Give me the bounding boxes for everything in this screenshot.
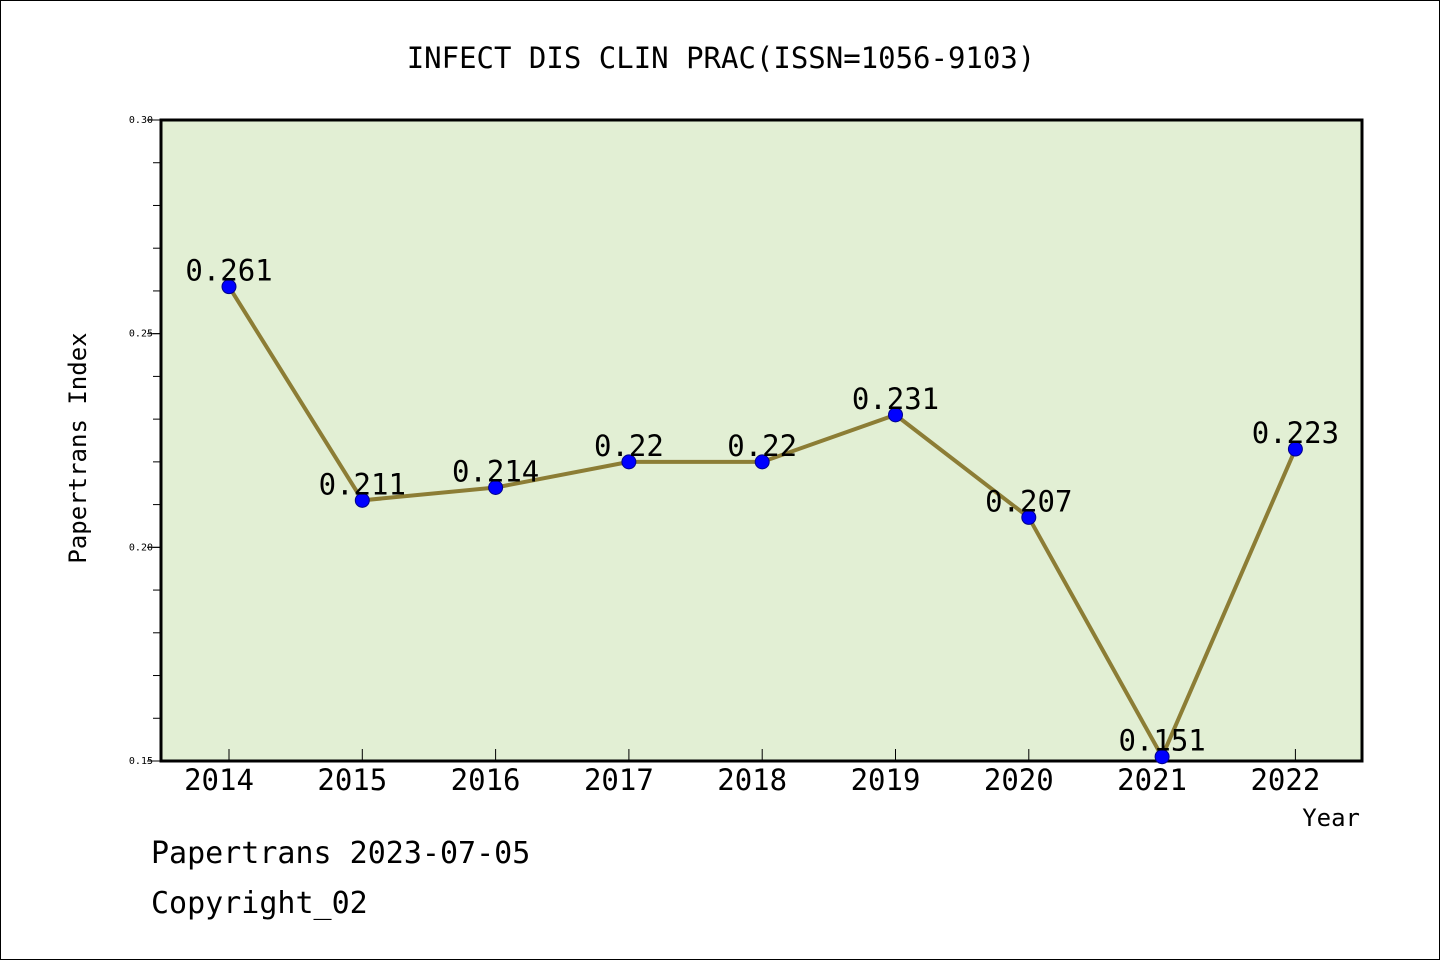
x-tick-label: 2016 [451, 763, 521, 797]
data-label: 0.214 [452, 455, 539, 489]
data-label: 0.231 [852, 382, 939, 416]
x-tick-label: 2017 [584, 763, 654, 797]
y-tick-label: 0.20 [129, 542, 153, 553]
data-label: 0.261 [185, 254, 272, 288]
x-tick-label: 2022 [1250, 763, 1320, 797]
footer-date: Papertrans 2023-07-05 [151, 836, 531, 871]
data-label: 0.151 [1118, 724, 1205, 758]
data-label: 0.207 [985, 484, 1072, 518]
data-point [754, 454, 770, 470]
x-tick-label: 2021 [1117, 763, 1187, 797]
y-tick-label: 0.30 [129, 115, 153, 126]
data-point [488, 480, 504, 496]
data-point [221, 279, 237, 295]
data-point [1287, 441, 1303, 457]
y-tick-label: 0.25 [129, 329, 153, 340]
data-point [1154, 749, 1170, 765]
footer-copyright: Copyright_02 [151, 886, 368, 921]
x-axis-label: Year [1302, 804, 1360, 832]
x-tick-label: 2018 [717, 763, 787, 797]
x-tick-label: 2019 [851, 763, 921, 797]
data-label: 0.22 [594, 429, 664, 463]
data-point [621, 454, 637, 470]
chart-title: INFECT DIS CLIN PRAC(ISSN=1056-9103) [407, 41, 1036, 75]
x-axis: 2014 2015 2016 2017 2018 2019 2020 2021 2022 [184, 749, 1320, 797]
x-tick-label: 2015 [317, 763, 387, 797]
data-points [221, 279, 1303, 765]
data-label: 0.22 [727, 429, 797, 463]
x-tick-label: 2020 [984, 763, 1054, 797]
y-axis-label: Papertrans Index [64, 332, 92, 563]
y-tick-label: 0.15 [129, 756, 153, 767]
data-labels: 0.261 0.211 0.214 0.22 0.22 0.231 0.207 0.151 0.… [185, 254, 1339, 758]
data-label: 0.223 [1252, 416, 1339, 450]
plot-area [159, 118, 1364, 763]
y-axis: 0.15 0.20 0.25 0.30 [129, 115, 161, 767]
data-label: 0.211 [319, 467, 406, 501]
data-point [1021, 509, 1037, 525]
x-tick-label: 2014 [184, 763, 254, 797]
data-point [354, 492, 370, 508]
data-point [888, 407, 903, 423]
